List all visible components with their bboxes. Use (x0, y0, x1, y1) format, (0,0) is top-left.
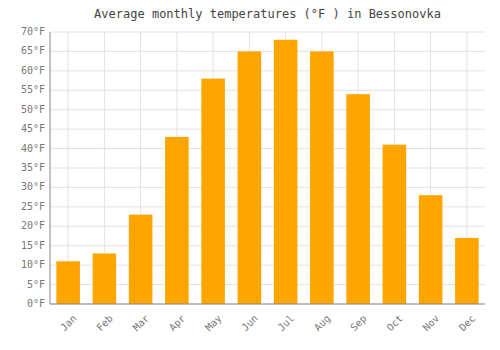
y-tick-label: 55°F (21, 84, 45, 95)
x-tick-label: Apr (167, 313, 188, 334)
bar (56, 261, 80, 304)
y-tick-labels: 0°F 5°F 10°F 15°F 20°F 25°F 30°F 35°F 40°F 45°F 50… (21, 26, 45, 309)
x-tick-label: Jun (239, 313, 260, 334)
y-grid-line (50, 187, 485, 188)
y-tick-label: 5°F (27, 279, 45, 290)
y-axis-line (50, 32, 51, 304)
bar (274, 40, 298, 304)
x-tick-label: Oct (384, 313, 405, 334)
x-tick-label: Jul (276, 313, 297, 334)
x-tick-label: Mar (131, 313, 152, 334)
x-tick-label: Feb (94, 313, 115, 334)
y-tick-label: 0°F (27, 298, 45, 309)
y-tick-label: 35°F (21, 162, 45, 173)
y-grid-line (50, 51, 485, 52)
y-tick-label: 15°F (21, 240, 45, 251)
x-tick-label: Sep (348, 313, 369, 334)
x-tick-labels: Jan Feb Mar Apr May Jun Jul Aug Sep Oct Nov Dec (58, 313, 477, 334)
y-tick-label: 50°F (21, 104, 45, 115)
y-tick-label: 30°F (21, 181, 45, 192)
grid (50, 32, 485, 304)
y-tick-label: 40°F (21, 143, 45, 154)
bar (383, 145, 407, 304)
bar (310, 51, 334, 304)
bar (419, 195, 443, 304)
y-grid-line (50, 90, 485, 91)
x-tick-label: Nov (421, 313, 442, 334)
y-grid-line (50, 70, 485, 71)
x-tick-label: May (203, 313, 224, 334)
y-tick-label: 70°F (21, 26, 45, 37)
x-tick-label: Jan (58, 313, 79, 334)
y-tick-label: 10°F (21, 259, 45, 270)
y-grid-line (50, 148, 485, 149)
x-axis-line (50, 304, 485, 305)
bar (455, 238, 479, 304)
y-grid-line (50, 304, 485, 305)
x-tick-label: Aug (312, 313, 333, 334)
y-grid-line (50, 109, 485, 110)
bar (93, 253, 117, 304)
bar (201, 79, 225, 304)
y-grid-line (50, 129, 485, 130)
y-tick-label: 20°F (21, 220, 45, 231)
bar (346, 94, 370, 304)
y-grid-line (50, 32, 485, 33)
bar (165, 137, 189, 304)
title: Average monthly temperatures (°F ) in Be… (94, 7, 441, 21)
chart: 0°F 5°F 10°F 15°F 20°F 25°F 30°F 35°F 40°F 45°F 50… (0, 0, 500, 350)
y-tick-label: 65°F (21, 45, 45, 56)
y-tick-label: 25°F (21, 201, 45, 212)
y-tick-label: 45°F (21, 123, 45, 134)
bar (238, 51, 262, 304)
x-tick-label: Dec (457, 313, 478, 334)
y-grid-line (50, 168, 485, 169)
y-tick-label: 60°F (21, 65, 45, 76)
chart-container: 0°F 5°F 10°F 15°F 20°F 25°F 30°F 35°F 40°F 45°F 50… (0, 0, 500, 350)
bar (129, 215, 153, 304)
bars (56, 40, 478, 304)
